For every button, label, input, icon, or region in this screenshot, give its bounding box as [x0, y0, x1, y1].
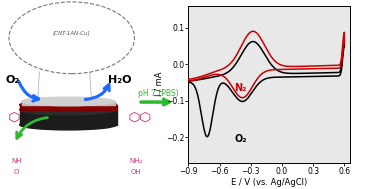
Text: N₂: N₂ — [234, 83, 247, 93]
Text: O: O — [14, 169, 19, 175]
Ellipse shape — [20, 100, 116, 110]
Ellipse shape — [20, 120, 116, 130]
Polygon shape — [20, 105, 116, 110]
Text: H₂O: H₂O — [108, 75, 131, 85]
Y-axis label: I / mA: I / mA — [154, 72, 163, 96]
Text: O₂: O₂ — [5, 75, 20, 85]
Ellipse shape — [22, 97, 115, 106]
X-axis label: E / V (vs. Ag/AgCl): E / V (vs. Ag/AgCl) — [231, 178, 307, 187]
Text: [CNT-1AN-Cu]: [CNT-1AN-Cu] — [53, 30, 90, 35]
Text: OH: OH — [131, 169, 142, 175]
Polygon shape — [22, 101, 115, 105]
Text: pH 7 (PBS): pH 7 (PBS) — [138, 89, 179, 98]
Text: NH₂: NH₂ — [130, 158, 143, 163]
Ellipse shape — [20, 104, 116, 115]
Polygon shape — [20, 110, 116, 125]
Text: NH: NH — [11, 158, 21, 163]
Text: O₂: O₂ — [234, 135, 247, 144]
